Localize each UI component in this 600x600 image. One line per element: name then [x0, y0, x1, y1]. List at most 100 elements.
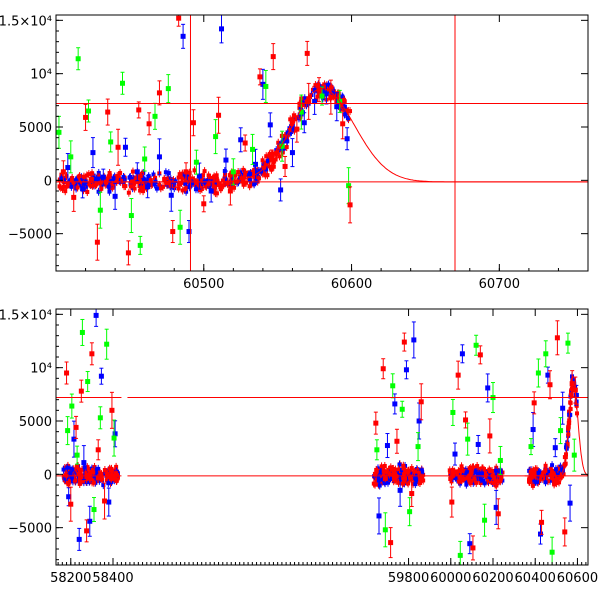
noise-point — [493, 468, 498, 473]
noise-point — [374, 467, 379, 472]
noise-point — [142, 185, 147, 190]
noise-point — [86, 466, 91, 471]
noise-point — [198, 188, 203, 193]
noise-point — [210, 180, 215, 185]
top-panel: 60500 60600 60700 1.5×10⁴ 10⁴ 5000 0 −5000 — [0, 14, 589, 292]
data-point — [455, 372, 461, 378]
noise-point — [200, 177, 205, 182]
noise-point — [152, 182, 157, 187]
noise-point — [205, 178, 210, 183]
noise-point — [269, 167, 274, 172]
noise-point — [236, 170, 241, 175]
noise-point — [206, 173, 211, 178]
data-point — [282, 163, 288, 169]
noise-point — [154, 186, 159, 191]
noise-point — [550, 468, 555, 473]
noise-point — [115, 472, 120, 477]
data-point — [452, 451, 458, 457]
noise-point — [571, 378, 576, 383]
noise-point — [180, 188, 185, 193]
data-point — [190, 120, 196, 126]
noise-point — [77, 180, 82, 185]
y-tick-label: 10⁴ — [30, 362, 52, 377]
data-point — [87, 518, 93, 524]
noise-point — [111, 176, 116, 181]
data-point — [95, 447, 101, 453]
noise-point — [267, 153, 272, 158]
noise-point — [90, 468, 95, 473]
data-point — [115, 144, 121, 150]
data-point — [156, 154, 162, 160]
data-point — [562, 529, 568, 535]
plot-frame — [55, 308, 589, 566]
noise-point — [405, 470, 410, 475]
noise-point — [382, 463, 387, 468]
data-point — [289, 150, 295, 156]
data-point — [374, 447, 380, 453]
data-point — [152, 113, 158, 119]
noise-point — [529, 472, 534, 477]
data-point — [397, 487, 403, 493]
x-tick-label: 60500 — [183, 277, 224, 292]
noise-point — [163, 170, 168, 175]
noise-point — [57, 184, 62, 189]
data-point — [112, 193, 118, 199]
data-point — [73, 424, 79, 430]
noise-point — [79, 479, 84, 484]
noise-point — [69, 184, 74, 189]
noise-point — [183, 187, 188, 192]
noise-point — [177, 172, 182, 177]
noise-point — [176, 175, 181, 180]
noise-point — [402, 479, 407, 484]
data-point — [177, 224, 183, 230]
data-point — [91, 507, 97, 513]
data-point — [312, 98, 318, 104]
data-point — [558, 428, 564, 434]
noise-point — [485, 478, 490, 483]
data-point — [552, 445, 558, 451]
noise-point — [173, 179, 178, 184]
noise-point — [341, 97, 346, 102]
data-point — [196, 173, 202, 179]
noise-point — [74, 182, 79, 187]
noise-point — [315, 94, 320, 99]
noise-point — [393, 467, 398, 472]
data-point — [465, 436, 471, 442]
data-point — [416, 418, 422, 424]
data-point — [571, 452, 577, 458]
y-tick-label: 0 — [44, 468, 52, 483]
noise-point — [409, 466, 414, 471]
noise-point — [63, 189, 68, 194]
noise-point — [396, 480, 401, 485]
data-point — [170, 229, 176, 235]
data-point — [573, 392, 579, 398]
noise-point — [130, 169, 135, 174]
data-point — [539, 519, 545, 525]
noise-point — [249, 181, 254, 186]
noise-point — [64, 174, 69, 179]
noise-point — [532, 472, 537, 477]
noise-point — [338, 106, 343, 111]
noise-point — [84, 477, 89, 482]
series-1 — [56, 47, 352, 255]
data-point — [328, 94, 334, 100]
data-point — [467, 541, 473, 547]
noise-point — [214, 191, 219, 196]
noise-point — [494, 479, 499, 484]
noise-point — [408, 475, 413, 480]
noise-point — [464, 480, 469, 485]
noise-point — [104, 478, 109, 483]
data-point — [497, 457, 503, 463]
data-point — [560, 405, 566, 411]
noise-point — [251, 169, 256, 174]
noise-point — [121, 175, 126, 180]
noise-point — [392, 477, 397, 482]
noise-point — [126, 190, 131, 195]
noise-point — [379, 470, 384, 475]
data-point — [146, 121, 152, 127]
data-point — [399, 406, 405, 412]
noise-point — [342, 104, 347, 109]
noise-point — [212, 189, 217, 194]
noise-point — [413, 482, 418, 487]
noise-point — [64, 184, 69, 189]
